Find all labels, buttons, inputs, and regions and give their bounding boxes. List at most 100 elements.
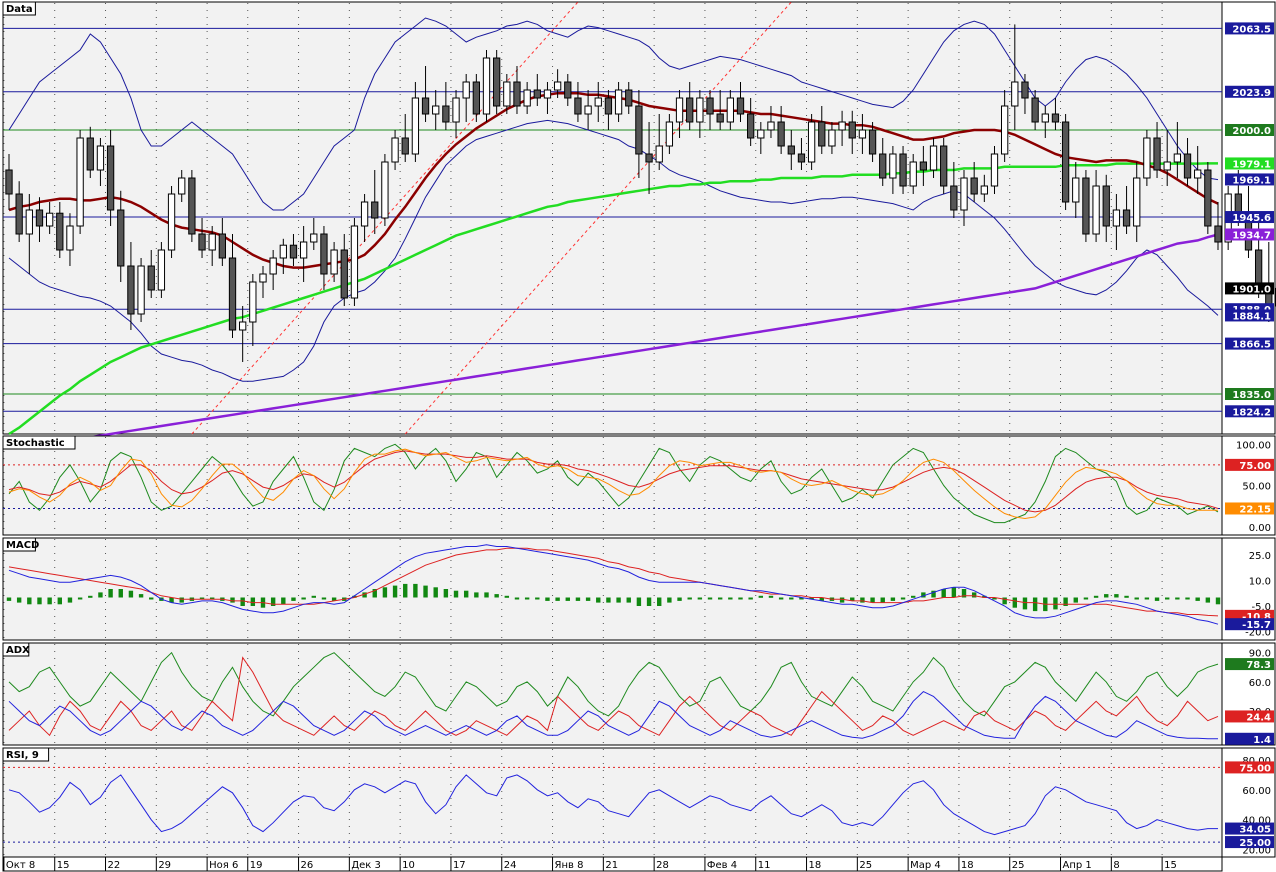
histogram-bar xyxy=(88,595,93,598)
candle xyxy=(76,130,84,234)
candle xyxy=(56,202,64,258)
candle-body xyxy=(1183,153,1192,179)
candle-body xyxy=(289,244,298,259)
candle xyxy=(1051,98,1060,130)
candle-body xyxy=(614,89,623,115)
candle-body xyxy=(696,97,704,123)
tick-label: 40.00 xyxy=(1242,816,1271,827)
price-tag xyxy=(1225,337,1274,350)
candle-body xyxy=(320,233,328,275)
value-tag-label: 78.3 xyxy=(1246,660,1271,671)
candle-body xyxy=(1021,81,1029,99)
histogram-bar xyxy=(47,597,52,605)
candle xyxy=(929,138,938,178)
candle-body xyxy=(1031,97,1039,123)
candle xyxy=(432,90,440,130)
price-tag xyxy=(1225,124,1274,136)
candle-body xyxy=(269,257,277,275)
candle-body xyxy=(899,153,907,187)
histogram-bar xyxy=(728,597,733,600)
candle xyxy=(726,90,734,130)
price-tag-label: 2000.0 xyxy=(1232,126,1271,137)
candle xyxy=(482,50,491,122)
candle-body xyxy=(1153,137,1161,171)
candle-body xyxy=(1112,209,1121,227)
price-axis-area xyxy=(1221,435,1276,536)
bollinger-lower-line xyxy=(8,119,1219,382)
candle xyxy=(614,82,623,122)
histogram-bar xyxy=(138,594,144,598)
histogram-bar xyxy=(352,595,357,598)
histogram-bar xyxy=(748,597,753,600)
histogram-bar xyxy=(646,597,652,606)
macd-red-line xyxy=(8,547,1219,617)
candle xyxy=(604,90,613,130)
candle-body xyxy=(645,153,653,163)
histogram-bar xyxy=(443,589,449,598)
candle-body xyxy=(1061,121,1070,203)
histogram-bar xyxy=(799,597,804,600)
candle xyxy=(421,66,430,122)
histogram-bar xyxy=(209,597,215,600)
candle-body xyxy=(76,137,84,227)
candle-body xyxy=(970,177,978,195)
value-tag xyxy=(1225,658,1274,671)
panel-data: Data 2063.5 2023.9 2000.0 1979.1 1969.1 1945.6… xyxy=(2,1,1276,452)
candle-body xyxy=(472,81,480,115)
histogram-bar xyxy=(524,597,530,600)
candle-body xyxy=(980,185,988,195)
candle-body xyxy=(1102,185,1110,227)
histogram-bar xyxy=(860,597,865,603)
candle xyxy=(259,266,267,298)
candle-body xyxy=(5,169,13,195)
histogram-bar xyxy=(758,595,764,598)
candle xyxy=(879,138,887,186)
panel-background xyxy=(2,642,1223,746)
candle xyxy=(178,170,186,202)
candle xyxy=(1000,90,1009,162)
stoch-red-line xyxy=(8,450,1219,513)
candle-body xyxy=(1133,177,1141,227)
vertical-grid xyxy=(3,539,1163,639)
histogram-bar xyxy=(331,597,337,601)
price-tag xyxy=(1225,309,1274,322)
candle xyxy=(1173,122,1182,178)
candle-body xyxy=(706,97,714,115)
histogram-bar xyxy=(880,597,885,603)
candle xyxy=(188,170,196,242)
panel-title-box xyxy=(2,537,36,552)
candle xyxy=(625,82,633,114)
candle-body xyxy=(868,129,877,155)
candle-body xyxy=(807,121,816,163)
candle-body xyxy=(401,137,409,155)
candle-body xyxy=(726,97,734,123)
candle xyxy=(442,82,450,130)
tick-label: 100.00 xyxy=(1236,440,1271,451)
channel-line xyxy=(404,1,792,435)
histogram-bar xyxy=(362,592,367,598)
candle xyxy=(706,90,714,130)
candle xyxy=(45,202,54,234)
price-tag xyxy=(1225,228,1274,241)
candle xyxy=(1092,170,1100,242)
histogram-bar xyxy=(1215,597,1221,605)
candle xyxy=(218,218,227,266)
histogram-bar xyxy=(951,587,957,598)
panel-background xyxy=(2,537,1223,641)
candle xyxy=(940,138,948,194)
candle-body xyxy=(360,201,369,227)
candle xyxy=(411,82,420,162)
value-tag-label: 75.00 xyxy=(1239,763,1271,774)
candle-body xyxy=(1051,113,1060,123)
tick-label: 25.0 xyxy=(1249,551,1271,562)
candle xyxy=(401,114,409,162)
histogram-bar xyxy=(57,597,62,605)
adx-red-line xyxy=(8,656,1219,737)
histogram-bar xyxy=(372,589,377,598)
histogram-bar xyxy=(687,597,692,600)
candle xyxy=(899,146,907,194)
candle xyxy=(452,90,460,138)
candle xyxy=(767,106,775,138)
candle xyxy=(249,274,257,346)
